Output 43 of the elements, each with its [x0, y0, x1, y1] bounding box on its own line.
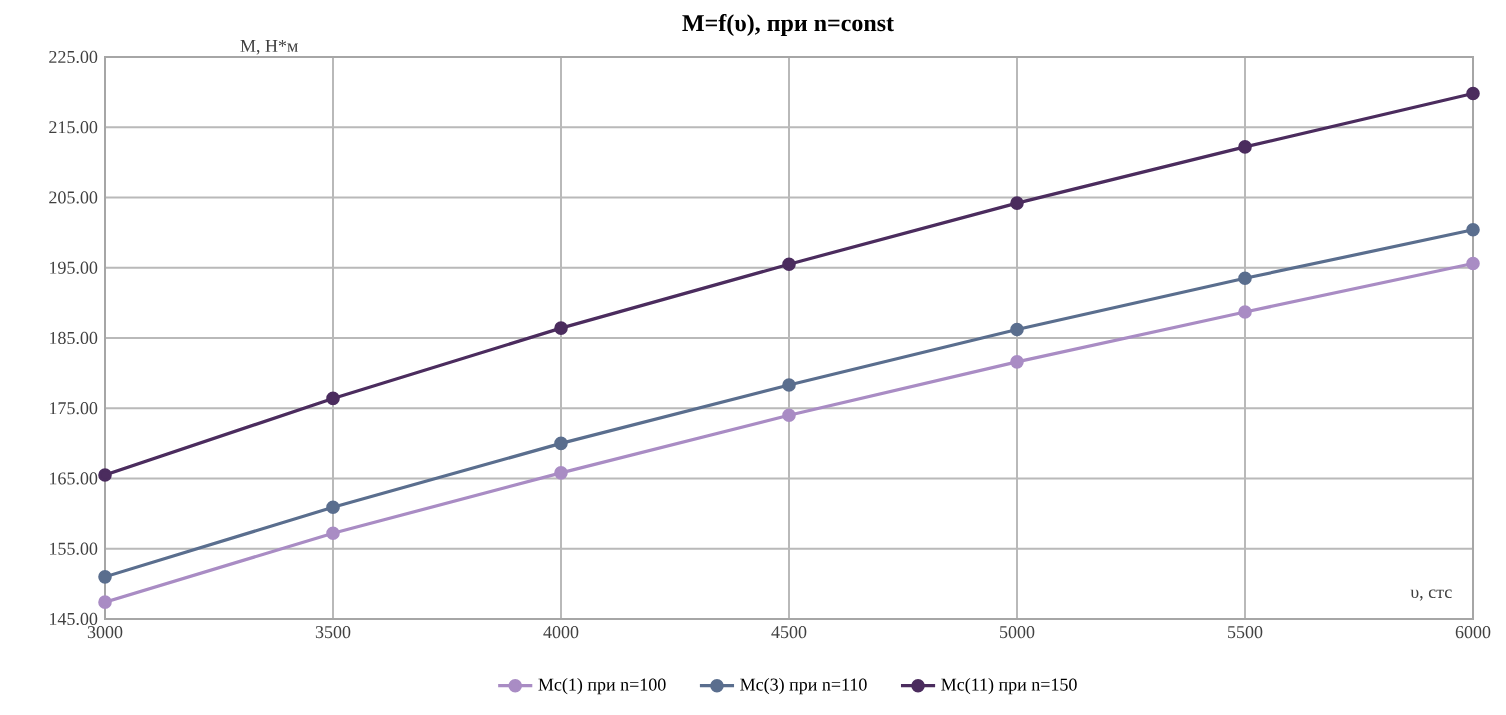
y-tick-label: 225.00	[49, 50, 98, 64]
point	[1010, 322, 1024, 337]
point	[782, 378, 796, 392]
point	[1238, 271, 1252, 286]
x-tick-label: 5500	[1228, 626, 1263, 639]
y-tick-label: 155.00	[50, 542, 98, 555]
legend-label: Mc(1) при n=100	[538, 677, 666, 695]
y-tick-label: 145.00	[50, 612, 98, 626]
point	[1010, 355, 1024, 369]
point	[554, 436, 568, 451]
point	[326, 526, 340, 541]
point	[1238, 305, 1252, 319]
y-axis-title: М, Н*м	[240, 40, 298, 55]
point	[1466, 256, 1480, 271]
y-tick-label: 195.00	[50, 261, 98, 274]
point	[326, 500, 340, 515]
point	[1466, 86, 1480, 101]
point	[1466, 223, 1480, 237]
point	[98, 468, 112, 482]
y-tick-label: 215.00	[49, 121, 98, 134]
point	[554, 466, 568, 480]
chart-title: M=f(υ), при n=const	[682, 14, 894, 37]
y-tick-label: 185.00	[50, 331, 98, 345]
x-tick-label: 4000	[543, 626, 579, 639]
x-axis-title: υ, стс	[1410, 589, 1452, 601]
point	[782, 408, 796, 423]
y-tick-label: 205.00	[49, 191, 98, 204]
point	[1010, 196, 1024, 210]
x-tick-label: 5000	[1000, 626, 1035, 639]
legend-label: Mc(11) при n=150	[941, 677, 1077, 695]
point	[98, 570, 112, 584]
point	[326, 391, 340, 406]
point	[554, 321, 568, 335]
point	[98, 595, 112, 609]
x-tick-label: 3500	[315, 626, 351, 639]
point	[1238, 140, 1252, 154]
x-tick-label: 4500	[771, 626, 807, 639]
x-tick-label: 3000	[87, 626, 123, 639]
x-tick-label: 6000	[1455, 626, 1491, 639]
legend-label: Mc(3) при n=110	[740, 677, 867, 695]
point	[782, 257, 796, 272]
y-tick-label: 175.00	[50, 402, 98, 415]
y-tick-label: 165.00	[50, 472, 98, 485]
